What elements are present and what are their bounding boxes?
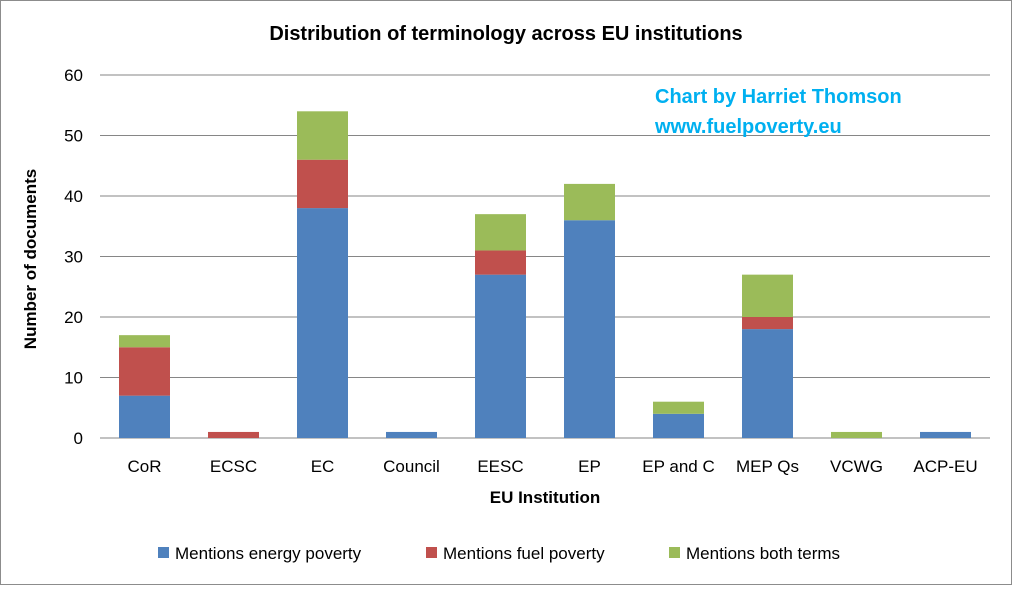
bar-segment	[564, 183, 615, 221]
bar-segment	[119, 347, 170, 396]
legend: Mentions energy poverty Mentions fuel pov…	[158, 544, 840, 563]
bar-segment	[475, 274, 526, 438]
annotation-url: www.fuelpoverty.eu	[654, 116, 842, 138]
x-tick-label: EP	[578, 457, 601, 476]
y-tick-label: 10	[64, 369, 83, 388]
x-tick-label: MEP Qs	[736, 457, 799, 476]
bars	[119, 111, 971, 438]
bar-segment	[297, 208, 348, 438]
y-tick-label: 20	[64, 308, 83, 327]
bar-segment	[208, 431, 259, 438]
chart-title: Distribution of terminology across EU in…	[269, 23, 742, 45]
bar-segment	[119, 395, 170, 438]
annotation-author: Chart by Harriet Thomson	[655, 86, 902, 108]
y-tick-label: 50	[64, 127, 83, 146]
y-tick-label: 40	[64, 187, 83, 206]
bar-segment	[742, 274, 793, 317]
y-axis-label: Number of documents	[21, 169, 40, 349]
legend-label: Mentions both terms	[686, 544, 840, 563]
legend-item: Mentions energy poverty	[158, 544, 362, 563]
bar-segment	[297, 111, 348, 160]
y-tick-labels: 0 10 20 30 40 50 60	[64, 66, 83, 448]
x-tick-labels: CoR ECSC EC Council EESC EP EP and C MEP Qs VCWG…	[127, 457, 977, 476]
gridlines	[100, 74, 990, 439]
x-tick-label: VCWG	[830, 457, 883, 476]
y-tick-label: 60	[64, 66, 83, 85]
bar-segment	[297, 159, 348, 209]
legend-item: Mentions both terms	[669, 544, 840, 563]
bar-segment	[742, 329, 793, 438]
x-tick-label: EESC	[477, 457, 523, 476]
legend-swatch	[426, 547, 437, 558]
y-tick-label: 30	[64, 248, 83, 267]
bar-segment	[119, 335, 170, 348]
x-tick-label: ECSC	[210, 457, 257, 476]
x-tick-label: EP and C	[642, 457, 714, 476]
bar-segment	[920, 431, 971, 438]
bar-segment	[475, 250, 526, 275]
legend-label: Mentions fuel poverty	[443, 544, 605, 563]
legend-swatch	[158, 547, 169, 558]
bar-segment	[386, 431, 437, 438]
legend-item: Mentions fuel poverty	[426, 544, 605, 563]
x-tick-label: ACP-EU	[913, 457, 977, 476]
legend-label: Mentions energy poverty	[175, 544, 362, 563]
bar-segment	[831, 431, 882, 438]
x-axis-label: EU Institution	[490, 488, 600, 507]
bar-segment	[653, 401, 704, 414]
x-tick-label: EC	[311, 457, 335, 476]
bar-segment	[742, 317, 793, 330]
bar-segment	[564, 220, 615, 438]
x-tick-label: Council	[383, 457, 440, 476]
bar-segment	[475, 214, 526, 251]
y-tick-label: 0	[74, 429, 83, 448]
x-tick-label: CoR	[127, 457, 161, 476]
bar-segment	[653, 413, 704, 438]
legend-swatch	[669, 547, 680, 558]
